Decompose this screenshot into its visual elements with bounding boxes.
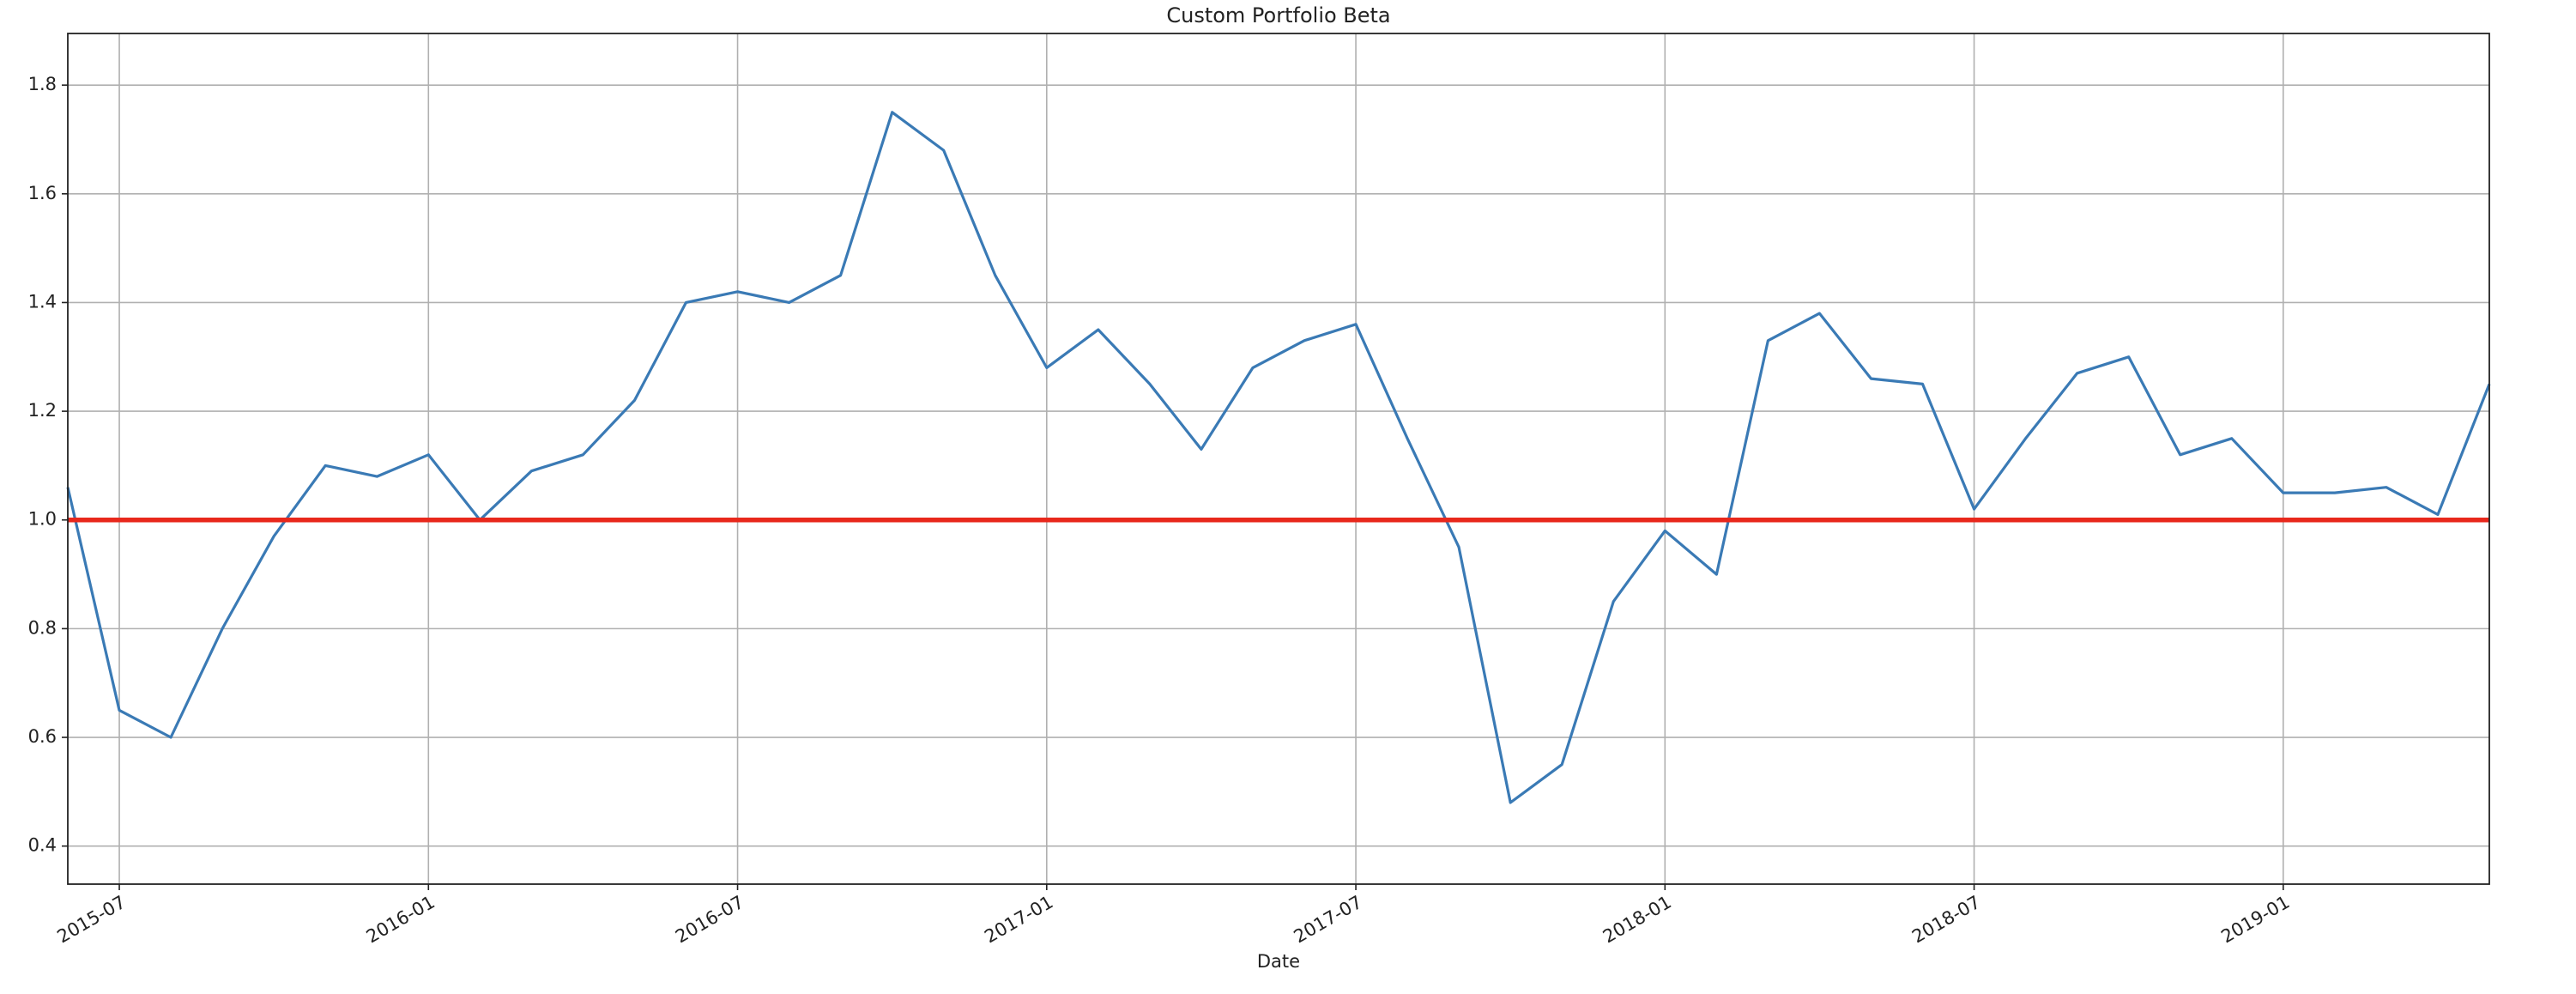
y-tick-label: 1.6 [28,183,57,203]
x-axis-label: Date [1257,951,1300,972]
x-tick-label: 2017-07 [1291,892,1366,948]
x-tick-label: 2016-01 [363,892,438,948]
y-tick-label: 0.6 [28,726,57,747]
x-tick-label: 2015-07 [54,892,130,948]
y-tick-label: 1.0 [28,509,57,530]
y-tick-label: 1.8 [28,74,57,94]
x-tick-label: 2016-07 [672,892,747,948]
y-tick-label: 1.2 [28,400,57,421]
y-tick-label: 0.8 [28,617,57,638]
y-tick-label: 0.4 [28,835,57,856]
plot-frame [67,33,2490,885]
x-tick-label: 2017-01 [981,892,1056,948]
y-tick-label: 1.4 [28,291,57,312]
x-tick-label: 2018-01 [1599,892,1675,948]
x-tick-label: 2018-07 [1908,892,1984,948]
data-line [66,111,2491,804]
x-tick-label: 2019-01 [2217,892,2293,948]
chart-title: Custom Portfolio Beta [1166,3,1390,27]
